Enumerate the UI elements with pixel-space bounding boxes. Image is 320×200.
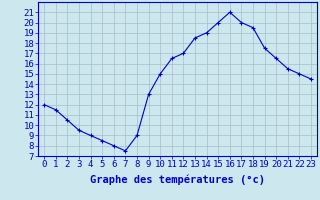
X-axis label: Graphe des températures (°c): Graphe des températures (°c)	[90, 175, 265, 185]
